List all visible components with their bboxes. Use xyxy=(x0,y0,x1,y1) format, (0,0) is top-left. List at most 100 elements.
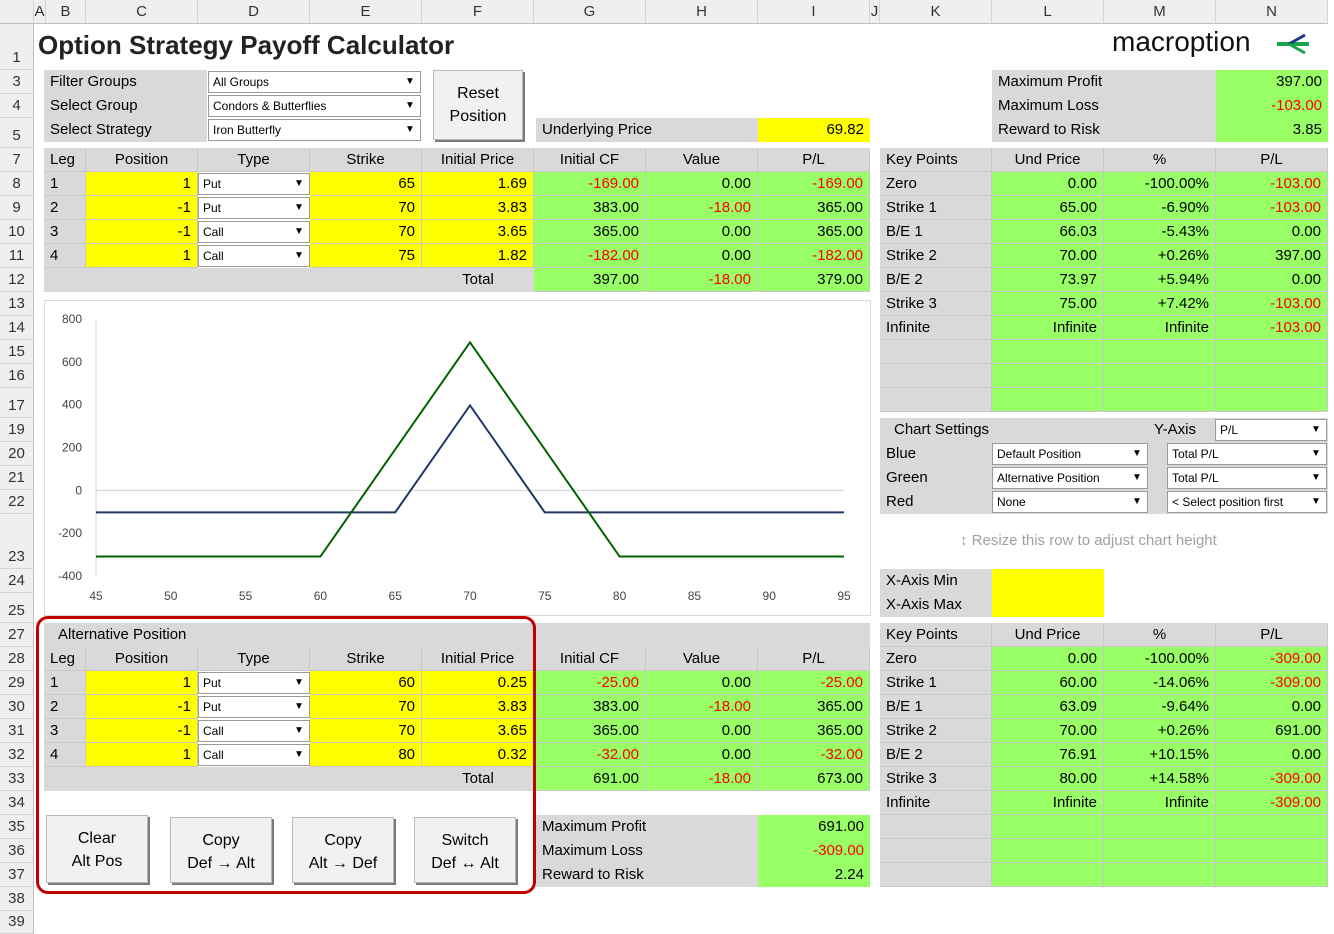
xaxis-min-input[interactable] xyxy=(992,569,1104,593)
row-header[interactable]: 28 xyxy=(0,647,34,671)
copy-alt-to-def-button[interactable]: Copy Alt → Def xyxy=(292,817,394,883)
column-header[interactable]: B xyxy=(46,0,86,24)
select-strategy-dropdown[interactable]: Iron Butterfly ▼ xyxy=(208,119,421,141)
initial-price-input[interactable]: 3.83 xyxy=(422,695,534,719)
option-type-dropdown[interactable]: Put ▼ xyxy=(198,672,310,694)
position-input[interactable]: -1 xyxy=(86,695,198,719)
row-header[interactable]: 22 xyxy=(0,490,34,514)
option-type-dropdown[interactable]: Call ▼ xyxy=(198,744,310,766)
green-position-dropdown[interactable]: Alternative Position ▼ xyxy=(992,467,1148,489)
row-header[interactable]: 19 xyxy=(0,418,34,442)
row-header[interactable]: 27 xyxy=(0,623,34,647)
initial-price-input[interactable]: 3.65 xyxy=(422,719,534,743)
position-input[interactable]: 1 xyxy=(86,172,198,196)
row-header[interactable]: 8 xyxy=(0,172,34,196)
row-header[interactable]: 24 xyxy=(0,569,34,593)
option-type-dropdown[interactable]: Put ▼ xyxy=(198,197,310,219)
underlying-price-input[interactable]: 69.82 xyxy=(758,118,870,142)
column-header[interactable]: H xyxy=(646,0,758,24)
column-header[interactable]: J xyxy=(870,0,880,24)
option-type-dropdown[interactable]: Put ▼ xyxy=(198,173,310,195)
column-header[interactable]: C xyxy=(86,0,198,24)
strike-input[interactable]: 60 xyxy=(310,671,422,695)
strike-input[interactable]: 75 xyxy=(310,244,422,268)
payoff-chart-area[interactable] xyxy=(44,300,871,616)
initial-price-input[interactable]: 1.69 xyxy=(422,172,534,196)
column-header[interactable]: G xyxy=(534,0,646,24)
position-input[interactable]: 1 xyxy=(86,244,198,268)
row-header[interactable]: 12 xyxy=(0,268,34,292)
row-header[interactable]: 29 xyxy=(0,671,34,695)
position-input[interactable]: -1 xyxy=(86,719,198,743)
xaxis-max-input[interactable] xyxy=(992,593,1104,617)
row-header[interactable]: 15 xyxy=(0,340,34,364)
column-header[interactable]: I xyxy=(758,0,870,24)
green-value-dropdown[interactable]: Total P/L ▼ xyxy=(1167,467,1327,489)
row-header[interactable]: 37 xyxy=(0,863,34,887)
column-header[interactable]: M xyxy=(1104,0,1216,24)
column-header[interactable]: D xyxy=(198,0,310,24)
row-header[interactable]: 20 xyxy=(0,442,34,466)
row-header[interactable]: 38 xyxy=(0,887,34,911)
blue-position-dropdown[interactable]: Default Position ▼ xyxy=(992,443,1148,465)
row-header[interactable]: 7 xyxy=(0,148,34,172)
row-header[interactable]: 3 xyxy=(0,70,34,94)
row-header[interactable]: 30 xyxy=(0,695,34,719)
strike-input[interactable]: 65 xyxy=(310,172,422,196)
red-value-dropdown[interactable]: < Select position first ▼ xyxy=(1167,491,1327,513)
blue-value-dropdown[interactable]: Total P/L ▼ xyxy=(1167,443,1327,465)
clear-alt-pos-button[interactable]: Clear Alt Pos xyxy=(46,815,148,883)
strike-input[interactable]: 80 xyxy=(310,743,422,767)
initial-price-input[interactable]: 3.83 xyxy=(422,196,534,220)
row-header[interactable]: 39 xyxy=(0,911,34,934)
row-header[interactable]: 36 xyxy=(0,839,34,863)
option-type-dropdown[interactable]: Call ▼ xyxy=(198,221,310,243)
row-header[interactable]: 10 xyxy=(0,220,34,244)
row-header[interactable]: 11 xyxy=(0,244,34,268)
column-header[interactable]: K xyxy=(880,0,992,24)
row-header[interactable]: 9 xyxy=(0,196,34,220)
row-header[interactable]: 34 xyxy=(0,791,34,815)
strike-input[interactable]: 70 xyxy=(310,719,422,743)
option-type-dropdown[interactable]: Call ▼ xyxy=(198,720,310,742)
position-input[interactable]: 1 xyxy=(86,671,198,695)
row-header[interactable]: 1 xyxy=(0,24,34,70)
position-input[interactable]: -1 xyxy=(86,196,198,220)
row-header[interactable]: 17 xyxy=(0,388,34,418)
row-header[interactable]: 16 xyxy=(0,364,34,388)
column-header[interactable]: F xyxy=(422,0,534,24)
row-header[interactable]: 23 xyxy=(0,514,34,569)
column-header[interactable]: L xyxy=(992,0,1104,24)
row-header[interactable]: 5 xyxy=(0,118,34,148)
column-header[interactable]: N xyxy=(1216,0,1328,24)
copy-def-to-alt-button[interactable]: Copy Def → Alt xyxy=(170,817,272,883)
red-position-dropdown[interactable]: None ▼ xyxy=(992,491,1148,513)
yaxis-dropdown[interactable]: P/L ▼ xyxy=(1215,419,1327,441)
row-header[interactable]: 32 xyxy=(0,743,34,767)
position-input[interactable]: 1 xyxy=(86,743,198,767)
row-header[interactable]: 25 xyxy=(0,593,34,623)
strike-input[interactable]: 70 xyxy=(310,695,422,719)
position-input[interactable]: -1 xyxy=(86,220,198,244)
switch-def-alt-button[interactable]: Switch Def ↔ Alt xyxy=(414,817,516,883)
initial-price-input[interactable]: 1.82 xyxy=(422,244,534,268)
row-header[interactable]: 31 xyxy=(0,719,34,743)
initial-price-input[interactable]: 0.32 xyxy=(422,743,534,767)
row-header[interactable]: 13 xyxy=(0,292,34,316)
option-type-dropdown[interactable]: Put ▼ xyxy=(198,696,310,718)
row-header[interactable]: 35 xyxy=(0,815,34,839)
strike-input[interactable]: 70 xyxy=(310,220,422,244)
option-type-dropdown[interactable]: Call ▼ xyxy=(198,245,310,267)
column-header[interactable]: E xyxy=(310,0,422,24)
column-header[interactable]: A xyxy=(34,0,46,24)
row-header[interactable]: 21 xyxy=(0,466,34,490)
strike-input[interactable]: 70 xyxy=(310,196,422,220)
filter-groups-dropdown[interactable]: All Groups ▼ xyxy=(208,71,421,93)
initial-price-input[interactable]: 0.25 xyxy=(422,671,534,695)
row-header[interactable]: 14 xyxy=(0,316,34,340)
row-header[interactable]: 33 xyxy=(0,767,34,791)
select-group-dropdown[interactable]: Condors & Butterflies ▼ xyxy=(208,95,421,117)
select-all-corner[interactable] xyxy=(0,0,34,24)
initial-price-input[interactable]: 3.65 xyxy=(422,220,534,244)
row-header[interactable]: 4 xyxy=(0,94,34,118)
